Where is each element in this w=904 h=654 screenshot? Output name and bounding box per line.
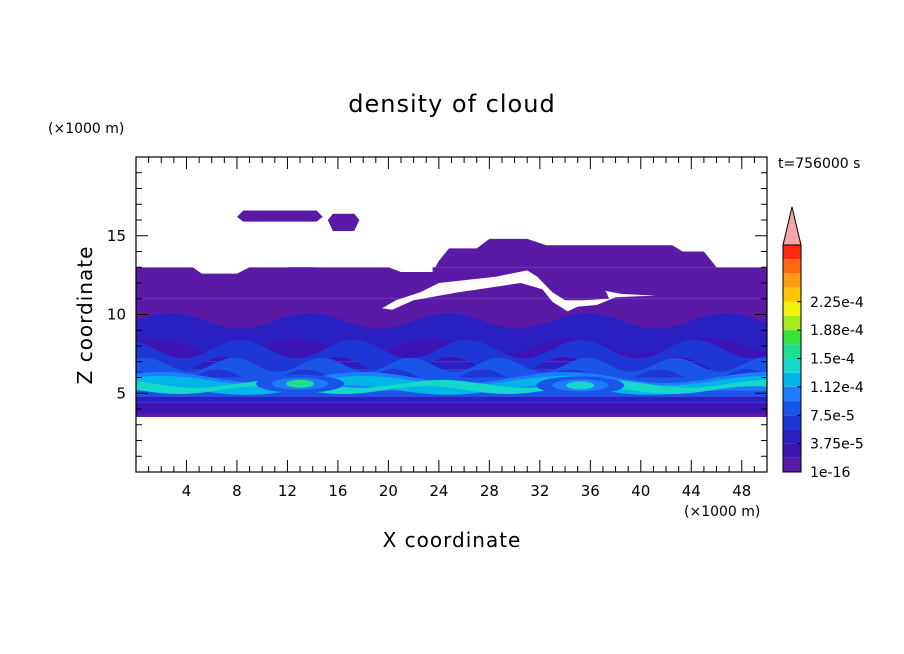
x-tick-label: 24	[429, 482, 448, 500]
y-axis-label: Z coordinate	[73, 246, 97, 385]
x-tick-label: 20	[379, 482, 398, 500]
x-tick-label: 16	[328, 482, 347, 500]
colorbar-tick-label: 2.25e-4	[810, 295, 864, 311]
time-label: t=756000 s	[778, 156, 860, 172]
colorbar-segment	[783, 344, 801, 359]
density-contour	[136, 313, 767, 354]
colorbar: 1e-16 3.75e-5 7.5e-5 1.12e-4 1.5e-4 1.88e-4 2.…	[782, 206, 864, 481]
x-unit-label: (×1000 m)	[684, 504, 760, 520]
colorbar-tick-label: 3.75e-5	[810, 437, 864, 453]
colorbar-segment	[783, 287, 801, 302]
colorbar-segment	[783, 315, 801, 331]
colorbar-segment	[783, 245, 801, 260]
chart-title: density of cloud	[348, 90, 555, 118]
density-hotspot-1	[256, 374, 345, 393]
x-tick-label: 40	[631, 482, 650, 500]
y-tick-label: 15	[107, 227, 126, 245]
colorbar-segment	[783, 443, 801, 458]
colorbar-segment	[783, 372, 801, 387]
colorbar-segment	[783, 457, 801, 472]
colorbar-segment	[783, 358, 801, 373]
colorbar-tick-label: 1.5e-4	[810, 352, 855, 368]
contour-field	[136, 157, 767, 417]
density-band	[136, 298, 767, 315]
x-tick-label: 4	[182, 482, 192, 500]
colorbar-tick-label: 7.5e-5	[810, 408, 855, 424]
x-axis-label: X coordinate	[383, 528, 522, 552]
cloud-base-edge	[136, 412, 767, 417]
cloud-patch-2	[327, 213, 360, 231]
density-band	[136, 396, 767, 403]
x-tick-label: 44	[682, 482, 701, 500]
colorbar-tick-label: 1e-16	[810, 465, 850, 481]
density-hotspot-2	[536, 376, 625, 395]
y-axis-ticks: 5 10 15	[107, 172, 767, 457]
clear-slot	[382, 270, 656, 312]
x-tick-label: 28	[480, 482, 499, 500]
colorbar-extend-arrow	[782, 206, 802, 246]
x-tick-label: 8	[232, 482, 242, 500]
colorbar-segment	[783, 259, 801, 274]
x-tick-label: 32	[530, 482, 549, 500]
colorbar-segment	[783, 429, 801, 444]
x-tick-label: 36	[581, 482, 600, 500]
x-axis-ticks: 4 8 12 16 20 24 28 32 36 40 44 48	[148, 157, 755, 500]
colorbar-segment	[783, 301, 801, 316]
density-band	[136, 267, 767, 283]
y-tick-label: 10	[107, 306, 126, 324]
colorbar-tick-label: 1.88e-4	[810, 323, 864, 339]
clear-sky-region	[136, 157, 767, 274]
cloud-patch-1	[237, 210, 323, 222]
upper-cloud-plateau	[432, 238, 717, 272]
colorbar-segment	[783, 386, 801, 402]
y-tick-label: 5	[116, 384, 126, 402]
colorbar-segment	[783, 415, 801, 430]
x-tick-label: 48	[732, 482, 751, 500]
density-band	[136, 402, 767, 409]
colorbar-segment	[783, 273, 801, 288]
x-tick-label: 12	[278, 482, 297, 500]
y-unit-label: (×1000 m)	[48, 121, 124, 137]
colorbar-tick-label: 1.12e-4	[810, 380, 864, 396]
colorbar-segment	[783, 330, 801, 345]
colorbar-segment	[783, 401, 801, 416]
cloud-base-layer	[136, 407, 767, 417]
density-band	[136, 361, 767, 370]
